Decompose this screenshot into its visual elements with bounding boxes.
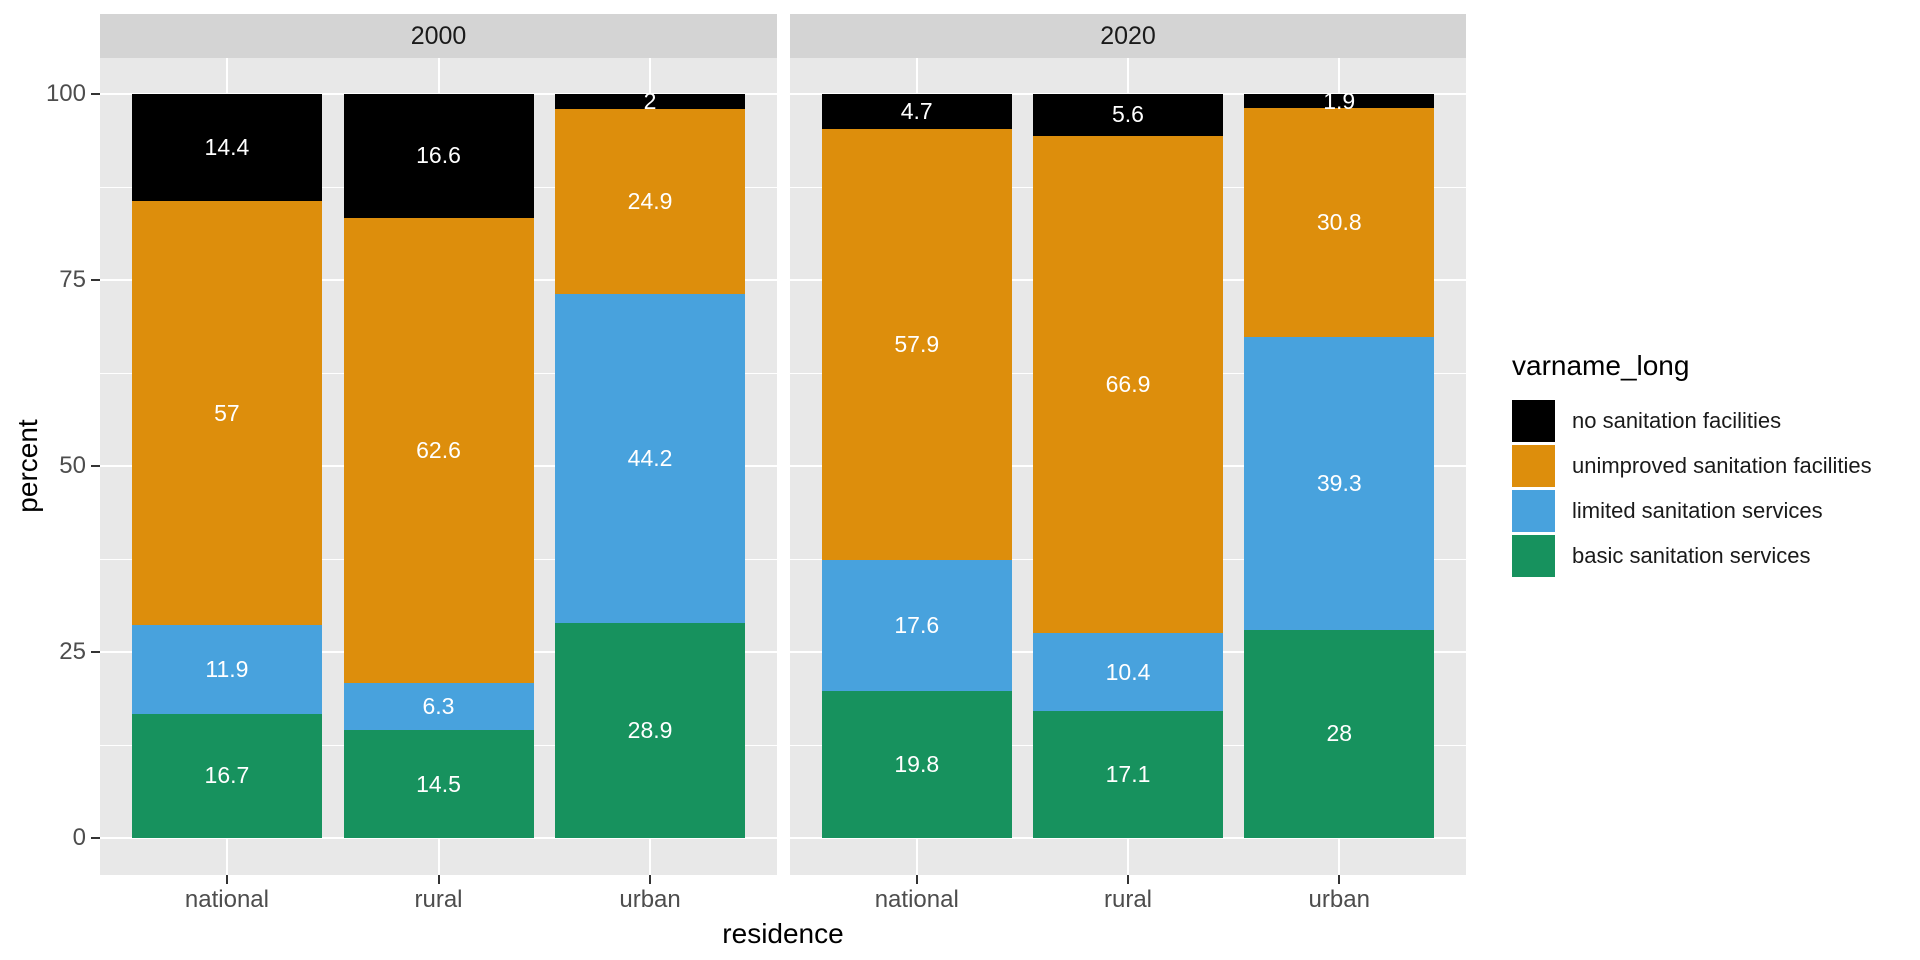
bar-segment: 17.6 xyxy=(821,559,1012,691)
bar-segment-label: 44.2 xyxy=(627,445,673,472)
bar-segment-label: 5.6 xyxy=(1112,101,1144,128)
legend-item-label: limited sanitation services xyxy=(1572,498,1823,523)
y-tick xyxy=(91,279,100,281)
y-tick-label: 0 xyxy=(72,824,86,851)
bar-segment: 1.9 xyxy=(1244,88,1435,114)
facet-strip-label: 2000 xyxy=(410,21,467,50)
y-tick-label: 25 xyxy=(59,638,86,665)
legend-item-label: unimproved sanitation facilities xyxy=(1572,453,1872,478)
bar-segment-label: 6.3 xyxy=(422,693,455,720)
y-tick-label: 50 xyxy=(59,452,86,479)
legend-item-label: basic sanitation services xyxy=(1572,543,1811,568)
bar-segment: 19.8 xyxy=(821,690,1012,838)
bar-segment-label: 17.6 xyxy=(894,611,940,638)
y-tick-label: 100 xyxy=(45,80,86,107)
legend-title: varname_long xyxy=(1512,350,1690,381)
y-tick xyxy=(91,651,100,653)
facet-strip: 2020 xyxy=(790,14,1466,58)
bar-segment: 44.2 xyxy=(555,294,746,623)
y-tick xyxy=(91,837,100,839)
bar-segment-label: 39.3 xyxy=(1316,469,1362,496)
bar-segment: 24.9 xyxy=(555,108,746,295)
bar-segment-label: 19.8 xyxy=(894,750,940,777)
bar-segment: 28.9 xyxy=(555,622,746,838)
bar-segment: 17.1 xyxy=(1033,710,1223,838)
bar-segment: 5.6 xyxy=(1033,94,1223,136)
x-tick xyxy=(1127,875,1129,884)
legend-swatch xyxy=(1512,490,1555,532)
legend-swatch xyxy=(1512,445,1555,487)
facet-strip-label: 2020 xyxy=(1100,21,1156,50)
bar-segment-label: 11.9 xyxy=(205,655,249,682)
bar-segment: 10.4 xyxy=(1033,633,1223,711)
bar-segment: 62.6 xyxy=(343,217,534,684)
bar-segment: 28 xyxy=(1244,629,1435,838)
legend-item: unimproved sanitation facilities xyxy=(1512,445,1872,487)
y-tick xyxy=(91,93,100,95)
bar-segment: 16.6 xyxy=(343,94,534,218)
legend: varname_long no sanitation facilities uni… xyxy=(1512,350,1872,580)
y-tick-label: 75 xyxy=(59,266,86,293)
x-tick xyxy=(225,875,228,884)
x-tick-label: urban xyxy=(1308,886,1370,913)
bar-segment: 14.4 xyxy=(131,94,322,202)
facet-strip: 2000 xyxy=(100,14,777,58)
bar-segment: 66.9 xyxy=(1033,135,1223,634)
legend-swatch xyxy=(1512,400,1555,442)
bar-segment: 4.7 xyxy=(821,94,1012,129)
legend-item: limited sanitation services xyxy=(1512,490,1823,532)
bar-segment-label: 57 xyxy=(214,399,240,426)
y-tick xyxy=(91,465,100,467)
bar-segment-label: 10.4 xyxy=(1105,658,1151,685)
bar-segment-label: 14.5 xyxy=(416,770,461,797)
bar-segment-label: 62.6 xyxy=(416,436,461,463)
bar-segment: 39.3 xyxy=(1244,337,1435,630)
x-tick-label: national xyxy=(874,886,959,913)
bar-segment: 6.3 xyxy=(343,683,534,731)
bar-segment-label: 1.9 xyxy=(1323,87,1356,114)
x-tick-label: national xyxy=(184,886,269,913)
legend-item: basic sanitation services xyxy=(1512,535,1810,577)
x-tick xyxy=(649,875,652,884)
bar-segment-label: 4.7 xyxy=(900,97,933,124)
x-tick-label: rural xyxy=(414,886,463,913)
x-tick xyxy=(437,875,440,884)
x-axis-title: residence xyxy=(722,918,844,949)
legend-item: no sanitation facilities xyxy=(1512,400,1781,442)
bar-segment-label: 28 xyxy=(1326,720,1353,747)
legend-item-label: no sanitation facilities xyxy=(1572,408,1782,433)
bar-segment-label: 2 xyxy=(643,87,657,114)
bar-segment: 11.9 xyxy=(131,625,322,714)
bar-segment-label: 14.4 xyxy=(204,134,250,161)
bar-segment-label: 16.6 xyxy=(416,142,461,169)
bar-segment: 14.5 xyxy=(343,730,534,838)
x-tick-label: urban xyxy=(619,886,681,913)
bar-segment-label: 24.9 xyxy=(627,188,673,214)
bar-segment-label: 30.8 xyxy=(1316,209,1362,236)
bar-segment: 16.7 xyxy=(131,713,322,838)
bar-segment: 57 xyxy=(131,201,322,626)
bar-segment: 2 xyxy=(555,88,746,114)
bar-segment: 30.8 xyxy=(1244,108,1435,338)
bar-segment-label: 28.9 xyxy=(627,716,673,743)
bar-segment-label: 17.1 xyxy=(1105,760,1151,787)
x-tick xyxy=(1338,875,1341,884)
bar-segment-label: 16.7 xyxy=(204,762,250,789)
legend-swatch xyxy=(1512,535,1555,577)
x-tick-label: rural xyxy=(1103,886,1153,913)
bar-segment-label: 66.9 xyxy=(1105,371,1151,398)
bar-segment: 57.9 xyxy=(821,128,1012,560)
legend-items: no sanitation facilities unimproved sanit… xyxy=(1512,400,1872,580)
bar-segment-label: 57.9 xyxy=(894,330,940,357)
x-tick xyxy=(915,875,918,884)
